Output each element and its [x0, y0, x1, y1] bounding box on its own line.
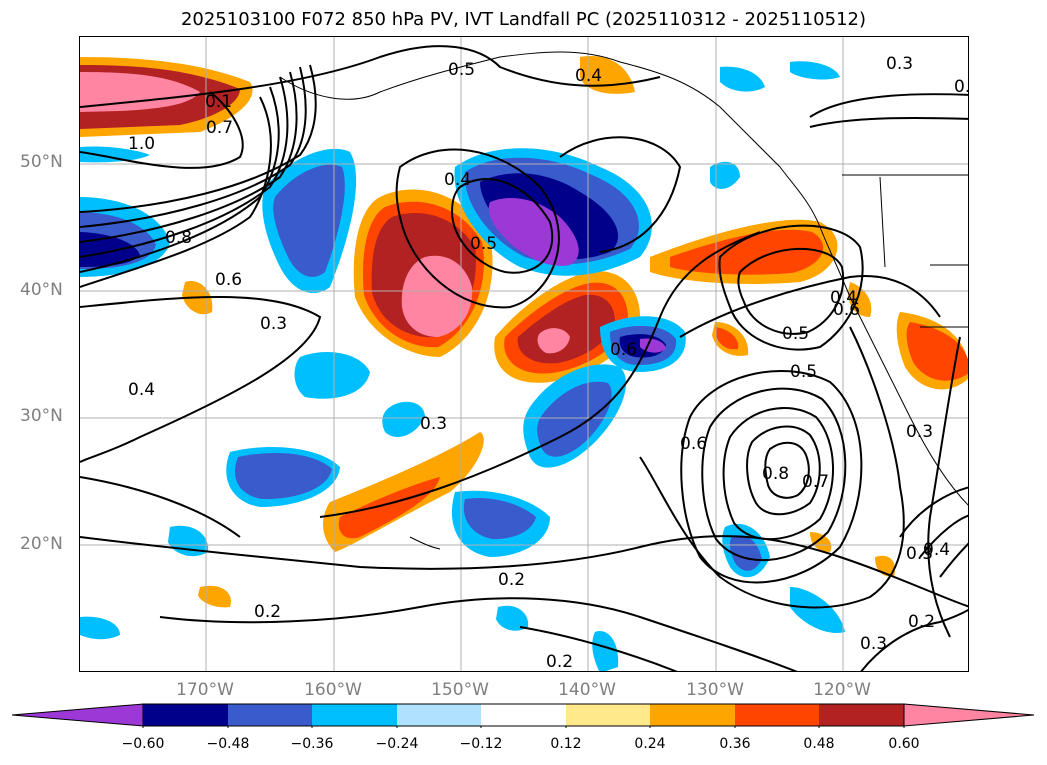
contour-label: 0.4	[923, 540, 950, 560]
colorbar-extend-min	[12, 703, 144, 727]
contour-label: 0.5	[790, 362, 817, 382]
contour-label: 0.3	[954, 77, 969, 97]
contour-label: 0.6	[610, 340, 637, 360]
colorbar-segment	[650, 704, 735, 726]
colorbar-segment	[481, 704, 566, 726]
map-plot-area: 0.5 0.4 0.3 0.1 0.7 1.0 0.8 0.6 0.3 0.4 …	[79, 36, 969, 672]
colorbar-tick: −0.36	[290, 736, 334, 752]
colorbar-segment	[143, 704, 228, 726]
colorbar-extend-max	[903, 703, 1035, 727]
pv-contours	[80, 45, 968, 671]
lat-label-20n: 20°N	[20, 534, 63, 554]
lon-label-160w: 160°W	[304, 680, 362, 700]
colorbar-tick: 0.36	[719, 736, 751, 752]
coastline	[279, 51, 968, 550]
contour-label: 0.7	[802, 472, 829, 492]
graticule	[80, 37, 968, 671]
contour-label: 0.5	[448, 60, 475, 80]
lat-label-40n: 40°N	[20, 280, 63, 300]
colorbar-tick: 0.24	[634, 736, 666, 752]
colorbar-segment	[819, 704, 904, 726]
contour-label: 0.3	[260, 314, 287, 334]
lat-label-30n: 30°N	[20, 406, 63, 426]
contour-label: 0.3	[906, 422, 933, 442]
map-canvas: 0.5 0.4 0.3 0.1 0.7 1.0 0.8 0.6 0.3 0.4 …	[80, 37, 969, 672]
contour-label: 1.0	[128, 134, 155, 154]
colorbar-tick: −0.48	[206, 736, 250, 752]
contour-label: 0.8	[762, 464, 789, 484]
colorbar	[12, 703, 1035, 728]
contour-label: 0.5	[470, 234, 497, 254]
colorbar-segment	[735, 704, 819, 726]
colorbar-segment	[566, 704, 650, 726]
colorbar-segment	[228, 704, 312, 726]
contour-label: 0.2	[908, 612, 935, 632]
colorbar-tick: −0.12	[459, 736, 503, 752]
contour-labels: 0.5 0.4 0.3 0.1 0.7 1.0 0.8 0.6 0.3 0.4 …	[128, 54, 969, 672]
contour-label: 0.1	[205, 92, 232, 112]
colorbar-tick: 0.48	[803, 736, 835, 752]
colorbar-segment	[397, 704, 481, 726]
colorbar-tick: −0.24	[375, 736, 419, 752]
contour-label: 0.2	[254, 602, 281, 622]
contour-label: 0.6	[833, 300, 860, 320]
contour-label: 0.2	[546, 652, 573, 672]
lon-label-140w: 140°W	[558, 680, 616, 700]
contour-label: 0.7	[206, 118, 233, 138]
contour-label: 0.3	[906, 544, 933, 564]
lat-label-50n: 50°N	[20, 152, 63, 172]
contour-label: 0.6	[680, 434, 707, 454]
contour-label: 0.3	[420, 414, 447, 434]
contour-label: 0.3	[860, 634, 887, 654]
map-title: 2025103100 F072 850 hPa PV, IVT Landfall…	[180, 9, 867, 30]
positive-shading	[80, 56, 968, 608]
lon-label-150w: 150°W	[431, 680, 489, 700]
lon-label-170w: 170°W	[176, 680, 234, 700]
lon-label-130w: 130°W	[686, 680, 744, 700]
contour-label: 0.4	[444, 170, 471, 190]
colorbar-tick: −0.60	[121, 736, 165, 752]
colorbar-frame	[142, 703, 905, 727]
contour-label: 0.3	[886, 54, 913, 74]
contour-label: 0.8	[165, 228, 192, 248]
colorbar-tick: 0.60	[888, 736, 920, 752]
negative-shading	[80, 61, 845, 671]
contour-label: 0.5	[782, 324, 809, 344]
contour-label: 0.2	[498, 570, 525, 590]
colorbar-segment	[312, 704, 397, 726]
colorbar-tick: 0.12	[550, 736, 582, 752]
contour-label: 0.6	[215, 270, 242, 290]
contour-label: 0.4	[128, 380, 155, 400]
lon-label-120w: 120°W	[813, 680, 871, 700]
contour-label: 0.4	[575, 66, 602, 86]
contour-label: 0.4	[830, 288, 857, 308]
